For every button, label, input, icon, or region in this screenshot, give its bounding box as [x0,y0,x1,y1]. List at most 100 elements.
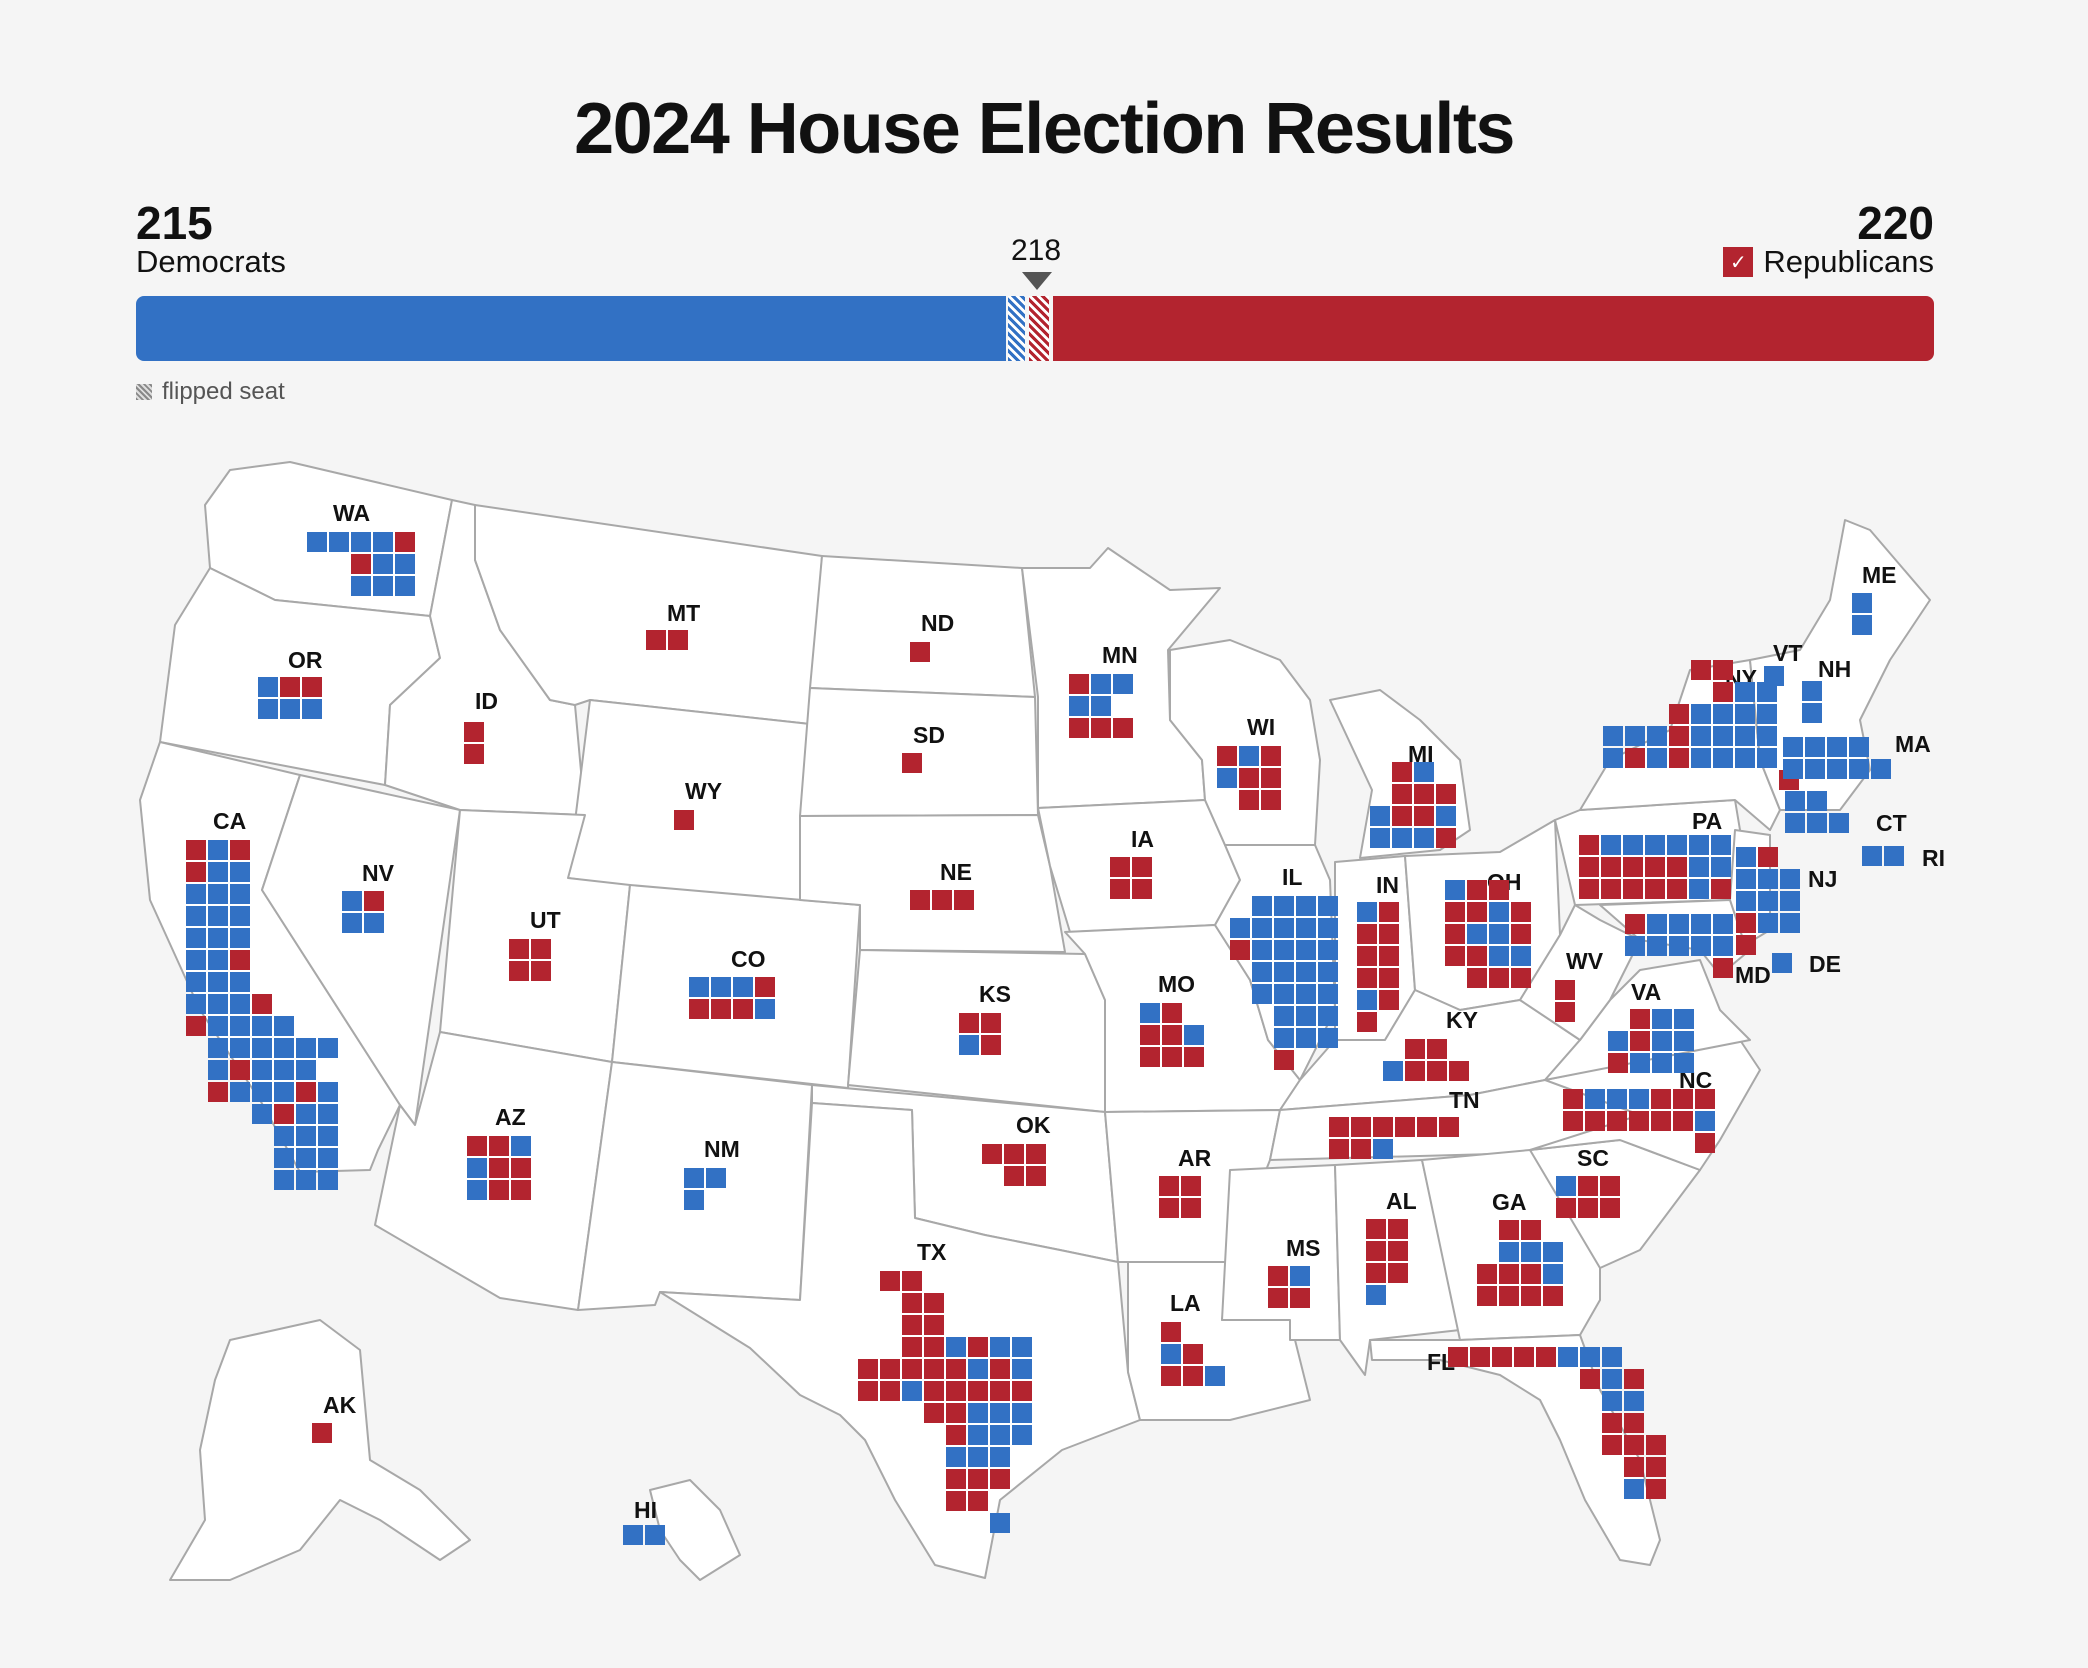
dem-seat[interactable] [1757,726,1777,746]
dem-seat[interactable] [1499,1242,1519,1262]
rep-seat[interactable] [902,1337,922,1357]
dem-seat[interactable] [1012,1359,1032,1379]
rep-seat[interactable] [1578,1198,1598,1218]
rep-seat[interactable] [1329,1117,1349,1137]
dem-seat[interactable] [364,913,384,933]
rep-seat[interactable] [946,1469,966,1489]
rep-seat[interactable] [1521,1286,1541,1306]
rep-seat[interactable] [1579,879,1599,899]
dem-seat[interactable] [296,1060,316,1080]
rep-seat[interactable] [1159,1176,1179,1196]
dem-seat[interactable] [711,977,731,997]
rep-seat[interactable] [1379,902,1399,922]
rep-seat[interactable] [531,939,551,959]
dem-seat[interactable] [1296,940,1316,960]
dem-seat[interactable] [318,1148,338,1168]
rep-seat[interactable] [1110,857,1130,877]
dem-seat[interactable] [1252,918,1272,938]
dem-seat[interactable] [946,1447,966,1467]
dem-seat[interactable] [1318,962,1338,982]
rep-seat[interactable] [1448,1347,1468,1367]
dem-seat[interactable] [1713,748,1733,768]
dem-seat[interactable] [1252,940,1272,960]
dem-seat[interactable] [1296,896,1316,916]
rep-seat[interactable] [1183,1366,1203,1386]
dem-seat[interactable] [1357,902,1377,922]
rep-seat[interactable] [1379,946,1399,966]
rep-seat[interactable] [509,939,529,959]
dem-seat[interactable] [230,1016,250,1036]
dem-seat[interactable] [1318,1028,1338,1048]
rep-seat[interactable] [1069,674,1089,694]
rep-seat[interactable] [755,977,775,997]
dem-seat[interactable] [1669,936,1689,956]
dem-seat[interactable] [1091,674,1111,694]
dem-seat[interactable] [1674,1009,1694,1029]
rep-seat[interactable] [1556,1198,1576,1218]
rep-seat[interactable] [1373,1117,1393,1137]
rep-seat[interactable] [1181,1198,1201,1218]
rep-seat[interactable] [968,1381,988,1401]
dem-seat[interactable] [1091,696,1111,716]
dem-seat[interactable] [230,884,250,904]
dem-seat[interactable] [1296,984,1316,1004]
rep-seat[interactable] [674,810,694,830]
rep-seat[interactable] [959,1013,979,1033]
dem-seat[interactable] [1511,946,1531,966]
rep-seat[interactable] [1405,1061,1425,1081]
rep-seat[interactable] [312,1423,332,1443]
rep-seat[interactable] [1646,1479,1666,1499]
rep-seat[interactable] [464,744,484,764]
rep-seat[interactable] [1624,1457,1644,1477]
rep-seat[interactable] [1388,1219,1408,1239]
dem-seat[interactable] [318,1082,338,1102]
rep-seat[interactable] [1162,1047,1182,1067]
rep-seat[interactable] [1646,1457,1666,1477]
dem-seat[interactable] [1623,835,1643,855]
rep-seat[interactable] [1563,1089,1583,1109]
rep-seat[interactable] [1366,1263,1386,1283]
rep-seat[interactable] [467,1136,487,1156]
rep-seat[interactable] [1161,1322,1181,1342]
rep-seat[interactable] [1646,1435,1666,1455]
rep-seat[interactable] [1436,828,1456,848]
dem-seat[interactable] [1318,1006,1338,1026]
rep-seat[interactable] [531,961,551,981]
rep-seat[interactable] [902,753,922,773]
dem-seat[interactable] [208,862,228,882]
rep-seat[interactable] [1162,1003,1182,1023]
dem-seat[interactable] [230,1038,250,1058]
rep-seat[interactable] [1511,924,1531,944]
dem-seat[interactable] [1735,704,1755,724]
dem-seat[interactable] [1625,936,1645,956]
dem-seat[interactable] [252,1038,272,1058]
dem-seat[interactable] [1624,1479,1644,1499]
dem-seat[interactable] [208,1016,228,1036]
dem-seat[interactable] [1370,806,1390,826]
rep-seat[interactable] [1004,1166,1024,1186]
dem-seat[interactable] [1603,726,1623,746]
dem-seat[interactable] [373,532,393,552]
dem-seat[interactable] [1318,918,1338,938]
rep-seat[interactable] [1623,857,1643,877]
dem-seat[interactable] [252,1016,272,1036]
dem-seat[interactable] [1689,857,1709,877]
rep-seat[interactable] [1161,1366,1181,1386]
rep-seat[interactable] [1600,1176,1620,1196]
dem-seat[interactable] [1630,1053,1650,1073]
dem-seat[interactable] [1252,984,1272,1004]
dem-seat[interactable] [1736,869,1756,889]
dem-seat[interactable] [395,554,415,574]
rep-seat[interactable] [1392,806,1412,826]
dem-seat[interactable] [208,994,228,1014]
rep-seat[interactable] [1026,1144,1046,1164]
rep-seat[interactable] [1695,1089,1715,1109]
rep-seat[interactable] [1608,1053,1628,1073]
rep-seat[interactable] [1477,1264,1497,1284]
rep-seat[interactable] [1713,660,1733,680]
rep-seat[interactable] [208,1082,228,1102]
dem-seat[interactable] [1783,737,1803,757]
dem-seat[interactable] [1805,759,1825,779]
rep-seat[interactable] [990,1469,1010,1489]
dem-seat[interactable] [1608,1031,1628,1051]
